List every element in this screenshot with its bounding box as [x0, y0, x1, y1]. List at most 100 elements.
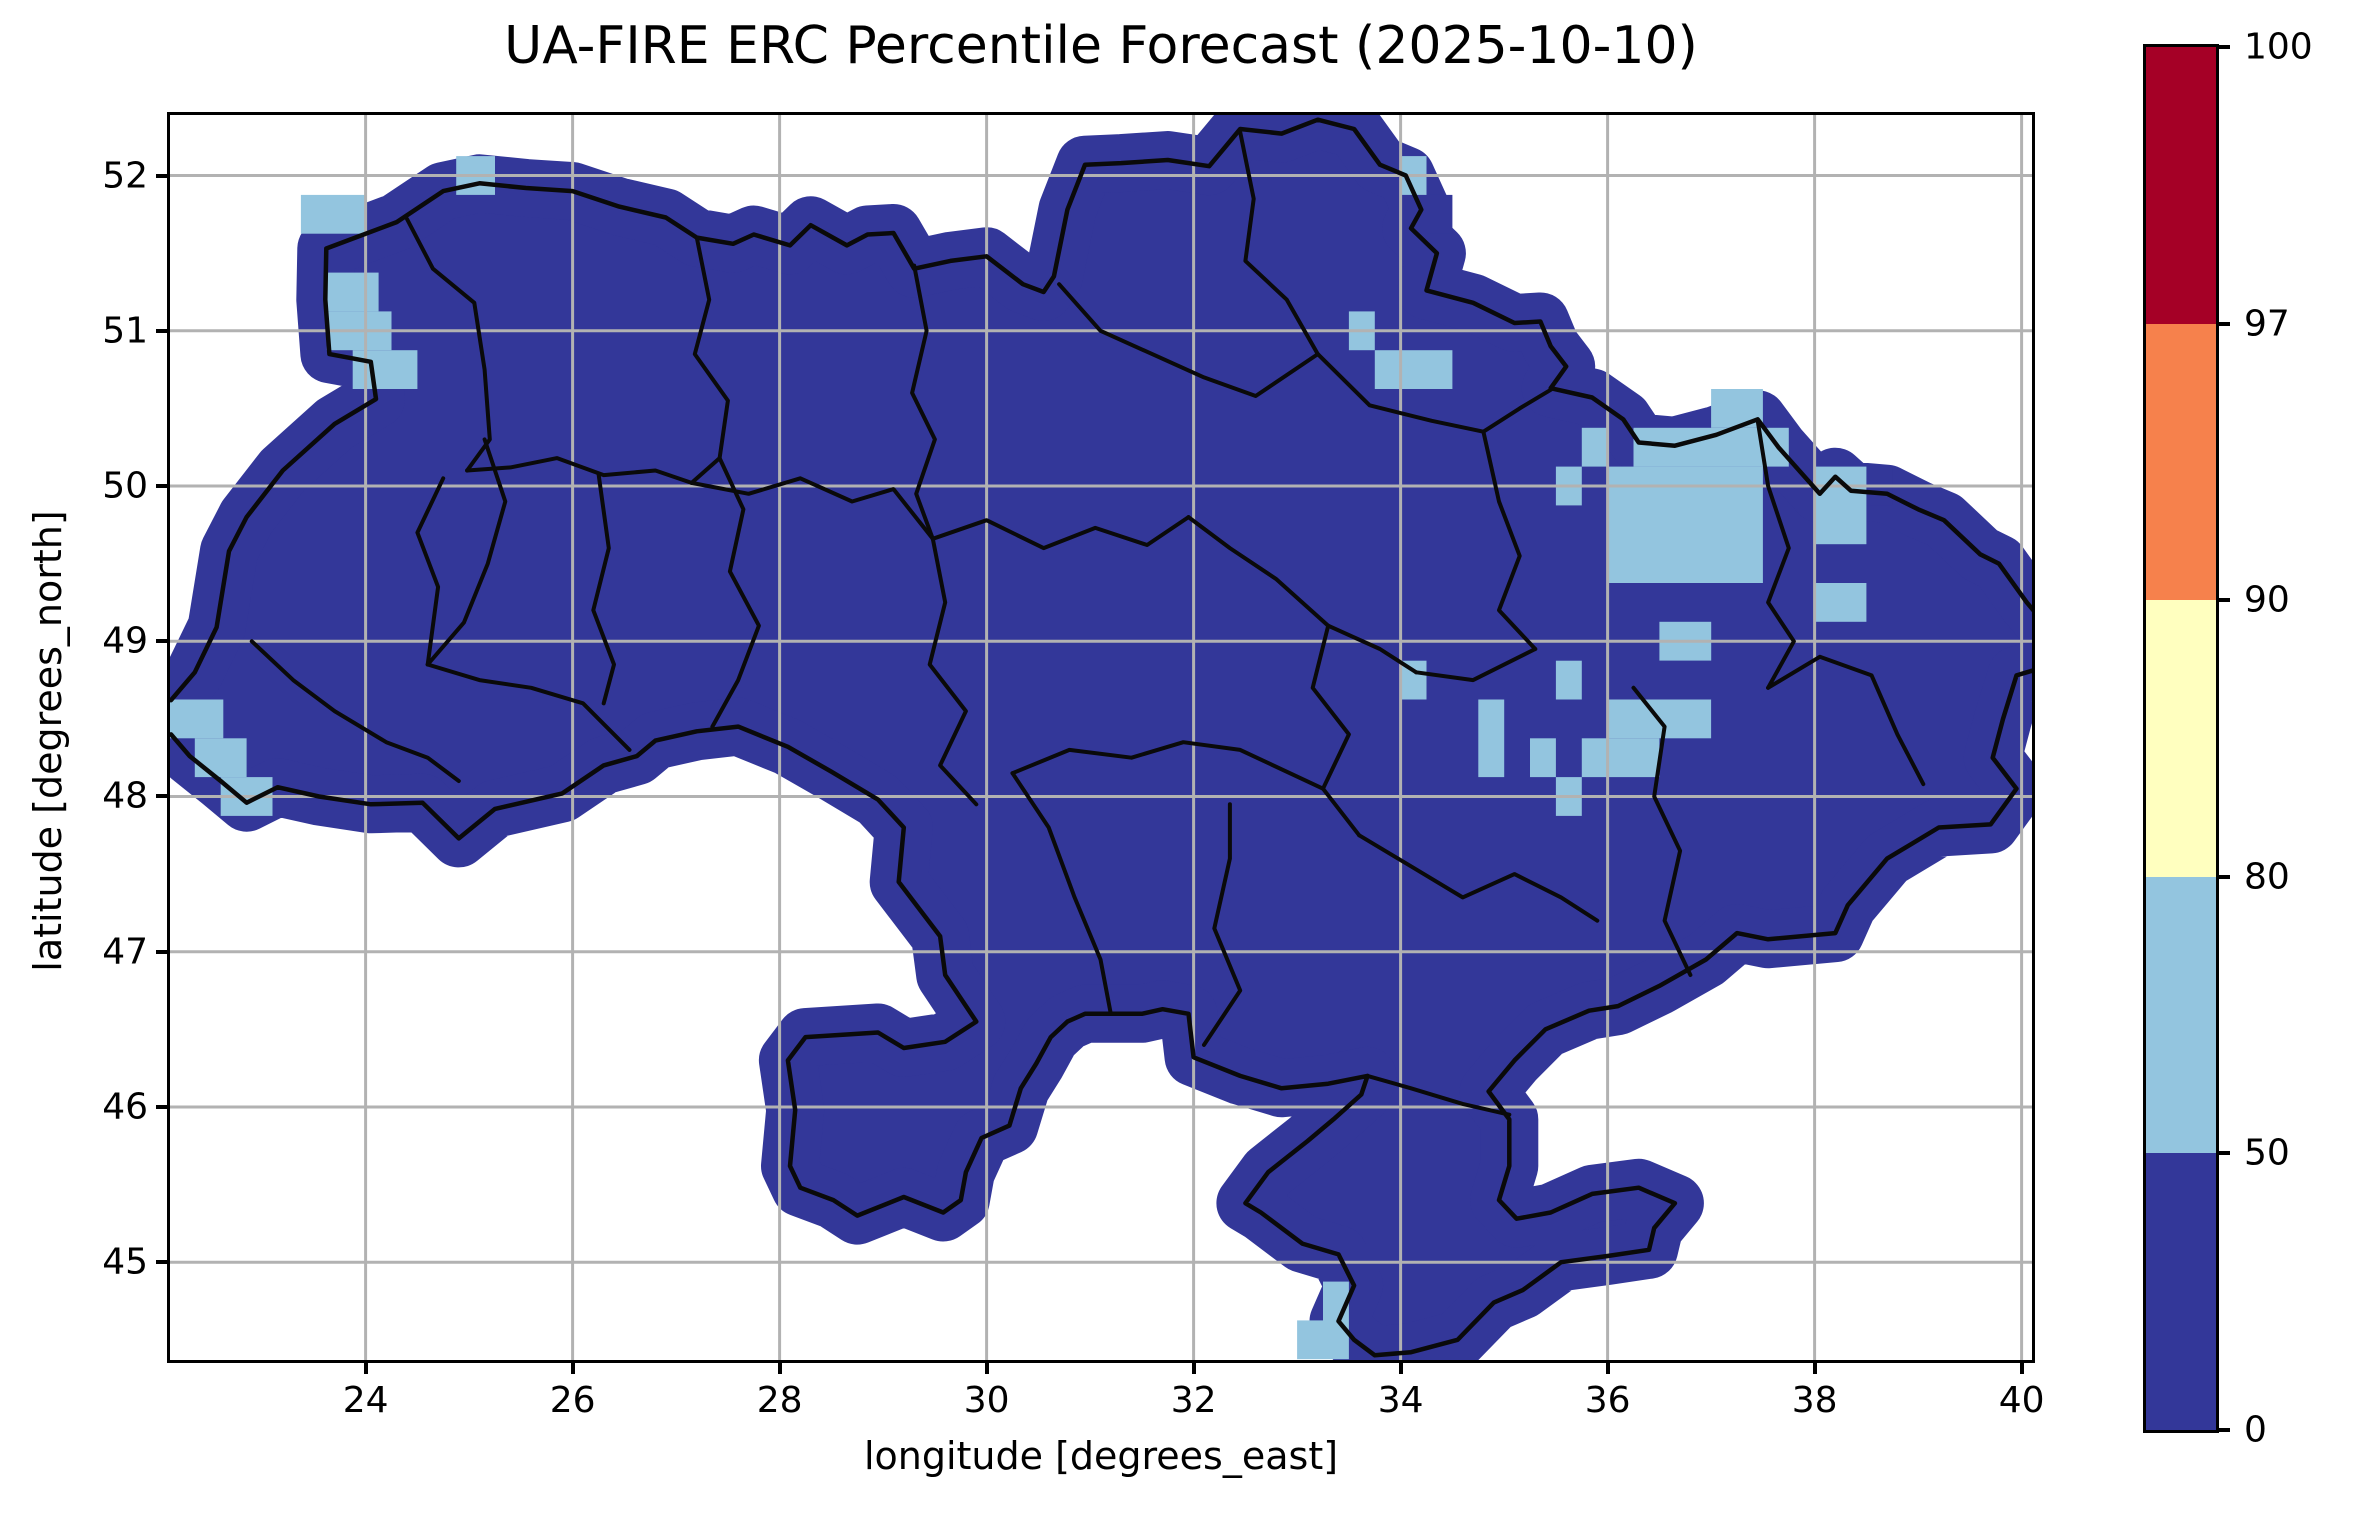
oblast-boundary [1010, 740, 1325, 791]
oblast-boundary [710, 456, 761, 729]
x-axis-label: longitude [degrees_east] [863, 1434, 1339, 1478]
x-tick-mark [777, 1360, 782, 1374]
colorbar-tick-label: 90 [2244, 579, 2290, 621]
y-tick-label: 51 [102, 310, 148, 352]
oblast-boundary [1755, 418, 1796, 690]
grid-cell-50-80 [194, 738, 247, 778]
x-tick-label: 26 [549, 1380, 596, 1421]
oblast-boundary [425, 662, 632, 752]
x-tick-label: 24 [342, 1380, 389, 1421]
grid-cell-50-80 [1581, 427, 1608, 467]
grid-cell-50-80 [1814, 466, 1867, 545]
grid-cell-50-80 [1814, 583, 1867, 622]
x-tick-mark [984, 1360, 989, 1374]
y-tick-label: 50 [102, 465, 148, 507]
grid-cell-50-80 [1478, 699, 1505, 778]
oblast-boundary [1365, 1073, 1512, 1117]
colorbar-tick-label: 0 [2244, 1409, 2267, 1451]
grid-cell-50-80 [1607, 466, 1763, 583]
grid-cell-50-80 [1323, 1281, 1349, 1360]
y-tick-label: 45 [102, 1241, 148, 1283]
y-tick-mark [156, 949, 170, 954]
x-tick-label: 38 [1791, 1380, 1838, 1421]
oblast-boundary [1414, 647, 1538, 683]
x-tick-mark [1812, 1360, 1817, 1374]
grid-cell-50-80 [352, 350, 418, 389]
colorbar-tick-label: 80 [2244, 856, 2290, 898]
x-tick-label: 28 [756, 1380, 803, 1421]
oblast-boundary [1357, 833, 1600, 923]
oblast-boundary [1310, 623, 1362, 838]
country-border-south [170, 668, 2032, 1358]
colorbar-segment [2146, 47, 2216, 324]
colorbar-tick-mark [2216, 598, 2230, 603]
colorbar-tick-label: 50 [2244, 1132, 2290, 1174]
oblast-boundary [1202, 802, 1243, 1047]
colorbar-tick-label: 100 [2244, 26, 2313, 68]
oblast-boundary [1010, 771, 1113, 1016]
y-tick-mark [156, 484, 170, 489]
colorbar-segment [2146, 323, 2216, 601]
colorbar-tick-label: 97 [2244, 303, 2290, 345]
y-tick-mark [156, 639, 170, 644]
oblast-boundary [930, 515, 1191, 551]
oblast-boundary [1057, 282, 1320, 398]
colorbar-tick-mark [2216, 1428, 2230, 1432]
grid-cell-50-80 [1530, 738, 1556, 778]
colorbar-tick-mark [2216, 1151, 2230, 1156]
x-tick-mark [1398, 1360, 1403, 1374]
colorbar-tick-mark [2216, 321, 2230, 326]
oblast-boundary [1631, 685, 1693, 977]
y-tick-mark [156, 328, 170, 333]
oblast-boundary [1481, 429, 1538, 651]
oblast-boundary [425, 437, 508, 667]
colorbar-segment [2146, 600, 2216, 877]
chart-title: UA-FIRE ERC Percentile Forecast (2025-10… [504, 16, 1698, 76]
grid-cell-0-50 [1426, 194, 1453, 234]
x-tick-mark [2019, 1360, 2024, 1374]
y-tick-label: 52 [102, 155, 148, 197]
oblast-boundary [689, 476, 935, 541]
oblast-boundary [1238, 130, 1320, 357]
y-tick-label: 46 [102, 1086, 148, 1128]
country-fill-0-50 [170, 115, 2032, 1360]
oblast-boundary [249, 639, 461, 783]
x-tick-label: 32 [1170, 1380, 1217, 1421]
y-axis-label: latitude [degrees_north] [26, 510, 70, 972]
oblast-boundary [910, 263, 937, 541]
oblast-boundary [591, 471, 616, 706]
y-tick-mark [156, 173, 170, 178]
colorbar-tick-mark [2216, 874, 2230, 879]
country-border-north [170, 117, 2032, 703]
grid-cell-50-80 [1581, 738, 1660, 778]
grid-cell-50-80 [1555, 660, 1582, 700]
x-tick-label: 30 [963, 1380, 1010, 1421]
x-tick-label: 34 [1377, 1380, 1424, 1421]
x-tick-mark [1191, 1360, 1196, 1374]
grid-cell-50-80 [1374, 350, 1453, 389]
oblast-boundary [465, 456, 694, 485]
x-tick-label: 40 [1998, 1380, 2045, 1421]
oblast-boundary [1766, 654, 1926, 787]
x-tick-mark [363, 1360, 368, 1374]
grid-cell-50-80 [170, 699, 224, 739]
oblast-boundary [415, 476, 446, 667]
y-tick-mark [156, 1104, 170, 1109]
y-tick-mark [156, 1260, 170, 1265]
colorbar-segment [2146, 1153, 2216, 1430]
colorbar-tick-mark [2216, 45, 2230, 49]
x-tick-mark [1605, 1360, 1610, 1374]
ukraine-map-canvas [170, 115, 2032, 1360]
y-tick-label: 47 [102, 931, 148, 973]
x-tick-mark [570, 1360, 575, 1374]
grid-cell-50-80 [1297, 1320, 1323, 1360]
oblast-boundary [689, 235, 730, 485]
colorbar-segment [2146, 876, 2216, 1154]
colorbar [2143, 44, 2219, 1433]
y-tick-mark [156, 794, 170, 799]
oblast-boundary [927, 536, 979, 807]
y-tick-label: 48 [102, 775, 148, 817]
oblast-boundary [1315, 352, 1553, 434]
x-tick-label: 36 [1584, 1380, 1631, 1421]
